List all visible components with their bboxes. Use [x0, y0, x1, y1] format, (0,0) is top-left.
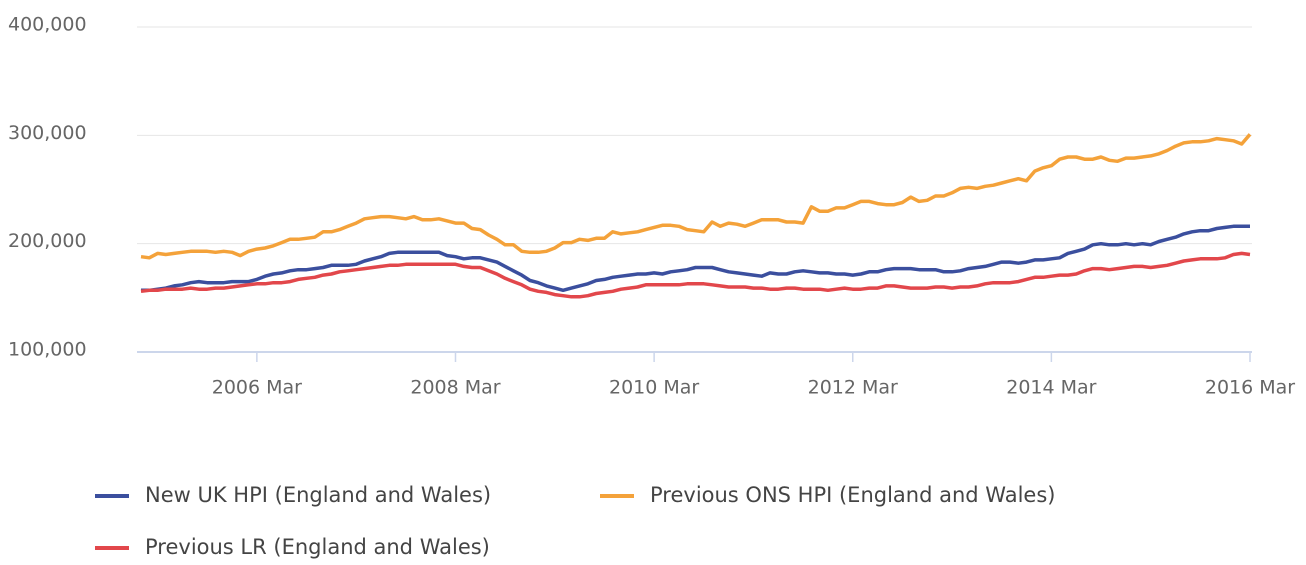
y-tick-label: 300,000 — [8, 122, 87, 144]
x-tick-label: 2016 Mar — [1205, 377, 1295, 399]
series-line — [141, 224, 1250, 293]
legend-label: Previous LR (England and Wales) — [145, 535, 490, 559]
x-tick-label: 2014 Mar — [1006, 377, 1096, 399]
series-line — [140, 251, 1251, 299]
x-tick-label: 2006 Mar — [212, 377, 302, 399]
x-tick-label: 2008 Mar — [410, 377, 500, 399]
legend-label: Previous ONS HPI (England and Wales) — [650, 483, 1055, 507]
legend-label: New UK HPI (England and Wales) — [145, 483, 491, 507]
y-tick-label: 400,000 — [8, 14, 87, 36]
y-tick-label: 100,000 — [8, 339, 87, 361]
series-line — [140, 133, 1252, 260]
x-tick-label: 2010 Mar — [609, 377, 699, 399]
x-tick-label: 2012 Mar — [808, 377, 898, 399]
y-tick-label: 200,000 — [8, 230, 87, 252]
